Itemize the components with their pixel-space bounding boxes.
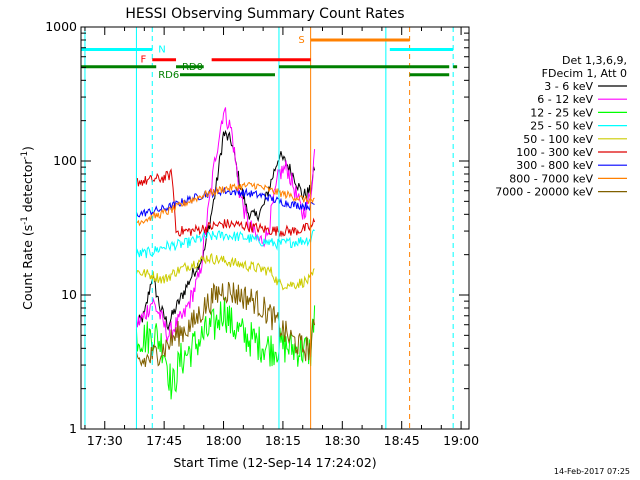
y-tick-label-1: 1: [69, 421, 77, 436]
plot-frame: [80, 26, 470, 430]
flag-label-s: S: [298, 35, 304, 46]
series-7000-20000-kev: [135, 281, 316, 368]
x-ticks-layer: 17:30 17:45 18:00 18:15 18:30 18:45 19:00: [84, 27, 479, 448]
y-axis-label: Count Rate (s-1 detector-1): [20, 146, 35, 310]
flag-label-n: N: [158, 44, 165, 55]
series-300-800-kev: [135, 187, 315, 218]
x-tick-label-18-45: 18:45: [384, 433, 420, 448]
legend-label-300-800-kev: 300 - 800 keV: [516, 159, 593, 172]
legend-header-1: Det 1,3,6,9,: [562, 54, 627, 67]
series-3-6-kev: [135, 129, 316, 331]
x-tick-label-17-45: 17:45: [146, 433, 182, 448]
timestamp: 14-Feb-2017 07:25: [554, 467, 630, 476]
series-12-25-kev: [135, 297, 316, 400]
y-axis-label-main: Count Rate (s: [20, 225, 35, 310]
series-25-50-kev: [135, 229, 315, 259]
legend-label-800-7000-kev: 800 - 7000 keV: [509, 172, 593, 185]
y-axis-label-mid: detector: [20, 159, 35, 217]
vertical-lines-layer: [84, 27, 454, 429]
x-tick-label-18-15: 18:15: [265, 433, 301, 448]
series-100-300-kev: [136, 168, 316, 238]
x-tick-label-18-00: 18:00: [206, 433, 242, 448]
legend-label-50-100-kev: 50 - 100 keV: [523, 133, 593, 146]
series-800-7000-kev: [136, 181, 315, 227]
y-tick-label-10: 10: [61, 287, 77, 302]
chart-title: HESSI Observing Summary Count Rates: [125, 6, 404, 22]
series-50-100-kev: [135, 252, 315, 291]
y-axis-label-sup1: -1: [20, 216, 30, 224]
x-tick-label-17-30: 17:30: [87, 433, 123, 448]
legend-label-12-25-kev: 12 - 25 keV: [530, 106, 593, 119]
legend-label-25-50-kev: 25 - 50 keV: [530, 120, 593, 133]
y-axis-label-end: ): [20, 146, 35, 151]
x-axis-label: Start Time (12-Sep-14 17:24:02): [173, 455, 376, 470]
flag-label-f: F: [141, 55, 147, 66]
legend-label-6-12-kev: 6 - 12 keV: [537, 93, 593, 106]
legend-label-3-6-kev: 3 - 6 keV: [544, 80, 593, 93]
data-layer: [135, 107, 316, 400]
series-6-12-kev: [135, 107, 316, 342]
y-tick-label-100: 100: [53, 153, 77, 168]
legend-header-2: FDecim 1, Att 0: [542, 67, 627, 80]
x-tick-label-18-30: 18:30: [324, 433, 360, 448]
y-ticks-layer: 1 10 100 1000: [45, 19, 469, 436]
y-axis-label-sup2: -1: [20, 151, 30, 159]
legend-label-100-300-kev: 100 - 300 keV: [516, 146, 593, 159]
y-tick-label-1000: 1000: [45, 19, 77, 34]
flag-label-rd0: RD0: [182, 62, 203, 73]
x-tick-label-19-00: 19:00: [443, 433, 479, 448]
legend-label-7000-20000-kev: 7000 - 20000 keV: [495, 186, 593, 199]
flag-label-rd6: RD6: [158, 70, 179, 81]
